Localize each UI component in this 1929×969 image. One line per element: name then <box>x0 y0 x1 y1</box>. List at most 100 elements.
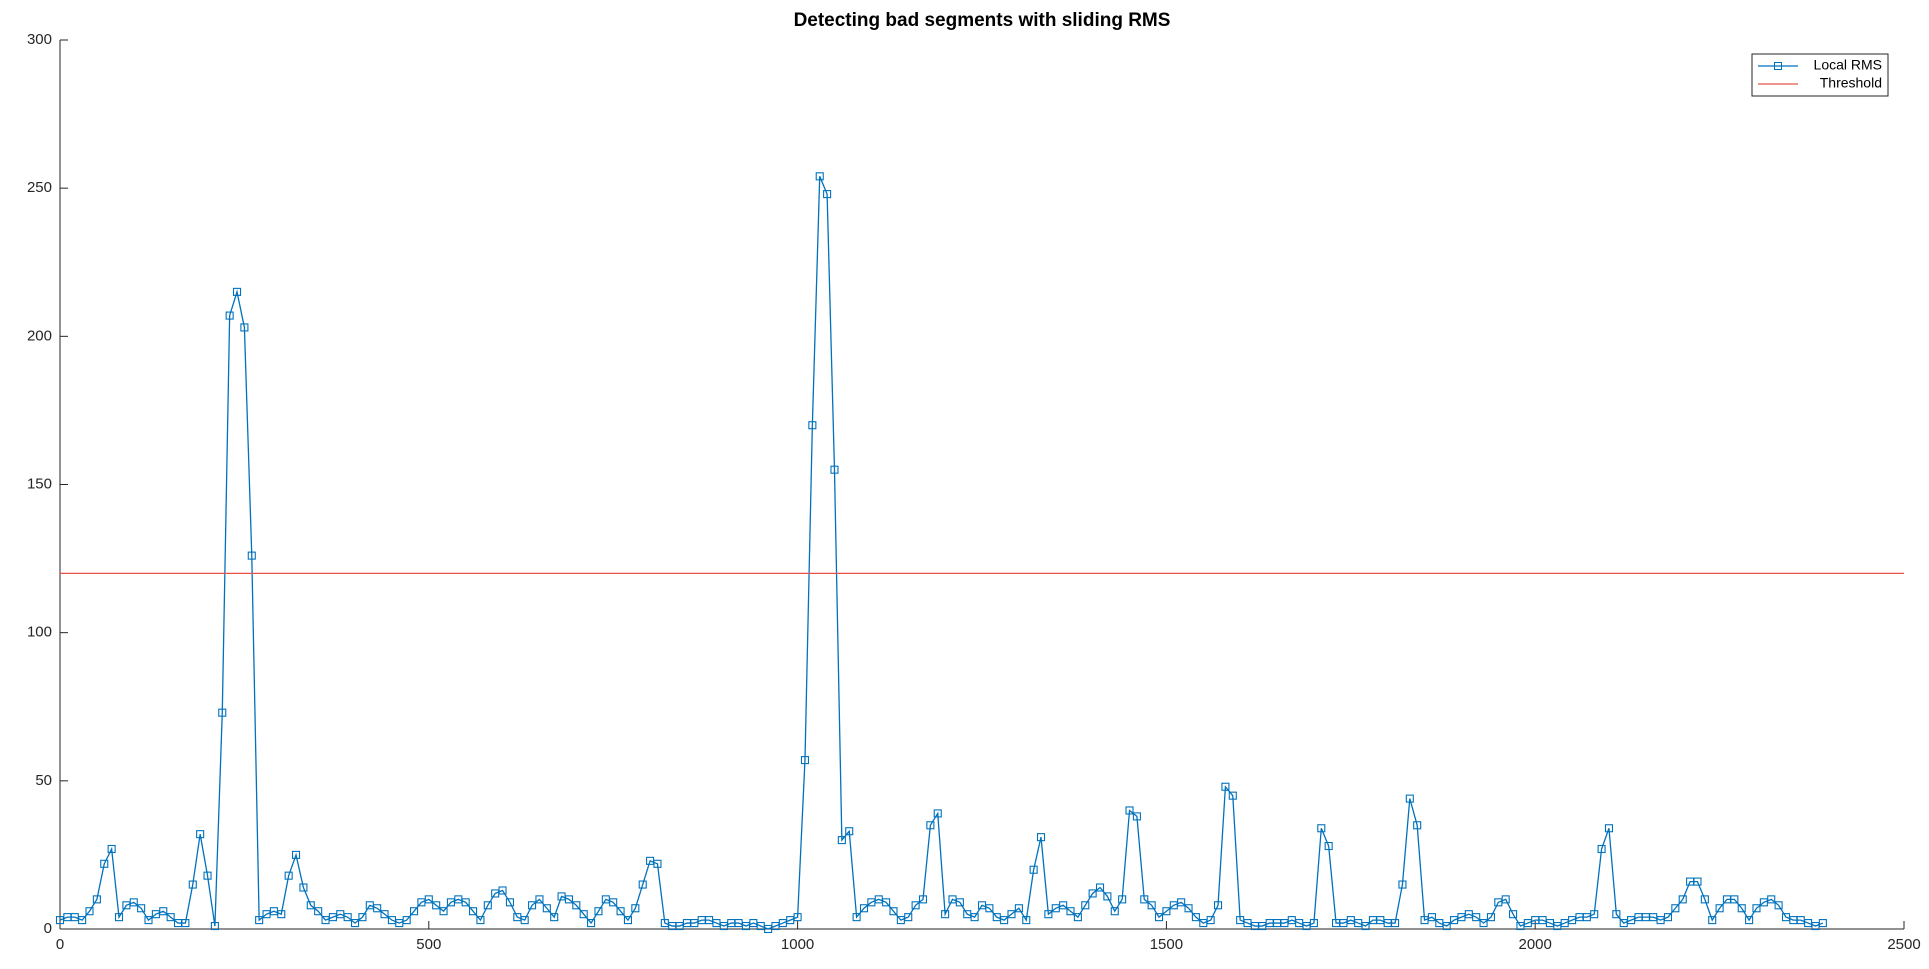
marker <box>225 311 234 320</box>
marker <box>247 551 256 560</box>
marker <box>469 907 478 916</box>
marker <box>1184 904 1193 913</box>
marker <box>1405 794 1414 803</box>
marker <box>572 901 581 910</box>
marker <box>1162 907 1171 916</box>
marker <box>1081 901 1090 910</box>
marker <box>144 916 153 925</box>
marker <box>1472 913 1481 922</box>
marker <box>823 190 832 199</box>
marker <box>882 898 891 907</box>
marker <box>1398 880 1407 889</box>
y-tick-label: 250 <box>27 179 52 196</box>
marker <box>926 821 935 830</box>
marker <box>1737 904 1746 913</box>
marker <box>520 916 529 925</box>
marker <box>1604 824 1614 833</box>
marker <box>1324 841 1333 851</box>
marker <box>1663 913 1673 922</box>
y-tick-label: 200 <box>27 327 52 344</box>
marker <box>1206 916 1215 925</box>
marker <box>1309 919 1318 928</box>
marker <box>1486 913 1495 922</box>
x-tick-label: 500 <box>416 936 441 953</box>
marker <box>815 172 824 181</box>
marker <box>137 904 146 913</box>
marker <box>859 904 869 913</box>
marker <box>1110 907 1119 916</box>
marker <box>1228 791 1237 800</box>
marker <box>1073 913 1082 922</box>
marker <box>373 904 382 913</box>
marker <box>1700 895 1709 904</box>
marker <box>284 871 293 880</box>
legend-marker <box>1774 62 1782 70</box>
marker <box>350 919 360 928</box>
marker <box>1044 910 1053 919</box>
marker <box>911 901 920 910</box>
marker <box>535 895 544 904</box>
marker <box>409 907 419 916</box>
marker <box>1029 865 1038 874</box>
marker <box>933 809 942 818</box>
marker <box>941 910 950 919</box>
marker <box>100 859 109 868</box>
marker <box>1708 916 1717 925</box>
marker <box>1413 821 1422 830</box>
marker <box>255 916 264 925</box>
series-line <box>59 176 1824 930</box>
marker <box>505 898 514 907</box>
marker <box>1059 901 1068 910</box>
marker <box>299 883 308 892</box>
marker <box>1154 913 1164 922</box>
marker <box>1140 895 1149 904</box>
marker <box>1774 901 1783 910</box>
marker <box>439 907 448 916</box>
marker <box>432 901 441 910</box>
marker <box>1088 889 1097 898</box>
marker <box>1590 910 1599 919</box>
marker <box>306 901 315 910</box>
marker <box>1103 892 1112 901</box>
marker <box>550 913 559 922</box>
chart-title: Detecting bad segments with sliding RMS <box>794 10 1171 31</box>
marker <box>1147 901 1156 910</box>
legend: Local RMS Threshold <box>1751 53 1889 97</box>
legend-label: Threshold <box>1820 75 1882 91</box>
x-tick-label: 1000 <box>781 936 814 953</box>
marker <box>1427 913 1436 922</box>
marker <box>85 907 94 916</box>
marker <box>343 913 352 922</box>
marker <box>203 871 212 880</box>
marker <box>196 830 205 839</box>
marker <box>970 913 979 922</box>
marker <box>1745 916 1754 925</box>
marker <box>240 323 249 332</box>
marker <box>918 895 928 904</box>
marker <box>424 895 433 904</box>
marker <box>291 850 301 859</box>
x-tick-label: 1500 <box>1150 936 1183 953</box>
marker <box>1612 910 1621 919</box>
marker <box>609 898 618 907</box>
y-tick-label: 150 <box>27 475 52 492</box>
marker <box>564 895 573 904</box>
marker <box>1693 877 1702 886</box>
marker <box>1007 910 1016 919</box>
marker <box>1671 904 1680 913</box>
marker <box>498 886 507 895</box>
legend-label: Local RMS <box>1814 57 1882 73</box>
marker <box>1213 901 1223 910</box>
y-tick-label: 50 <box>35 772 52 789</box>
marker <box>594 907 603 916</box>
marker <box>623 916 633 925</box>
marker <box>808 421 817 430</box>
marker <box>837 836 846 845</box>
marker <box>528 901 537 910</box>
marker <box>1066 907 1075 916</box>
marker <box>114 913 124 922</box>
marker <box>587 919 596 928</box>
marker <box>218 708 227 717</box>
marker <box>1221 782 1230 791</box>
